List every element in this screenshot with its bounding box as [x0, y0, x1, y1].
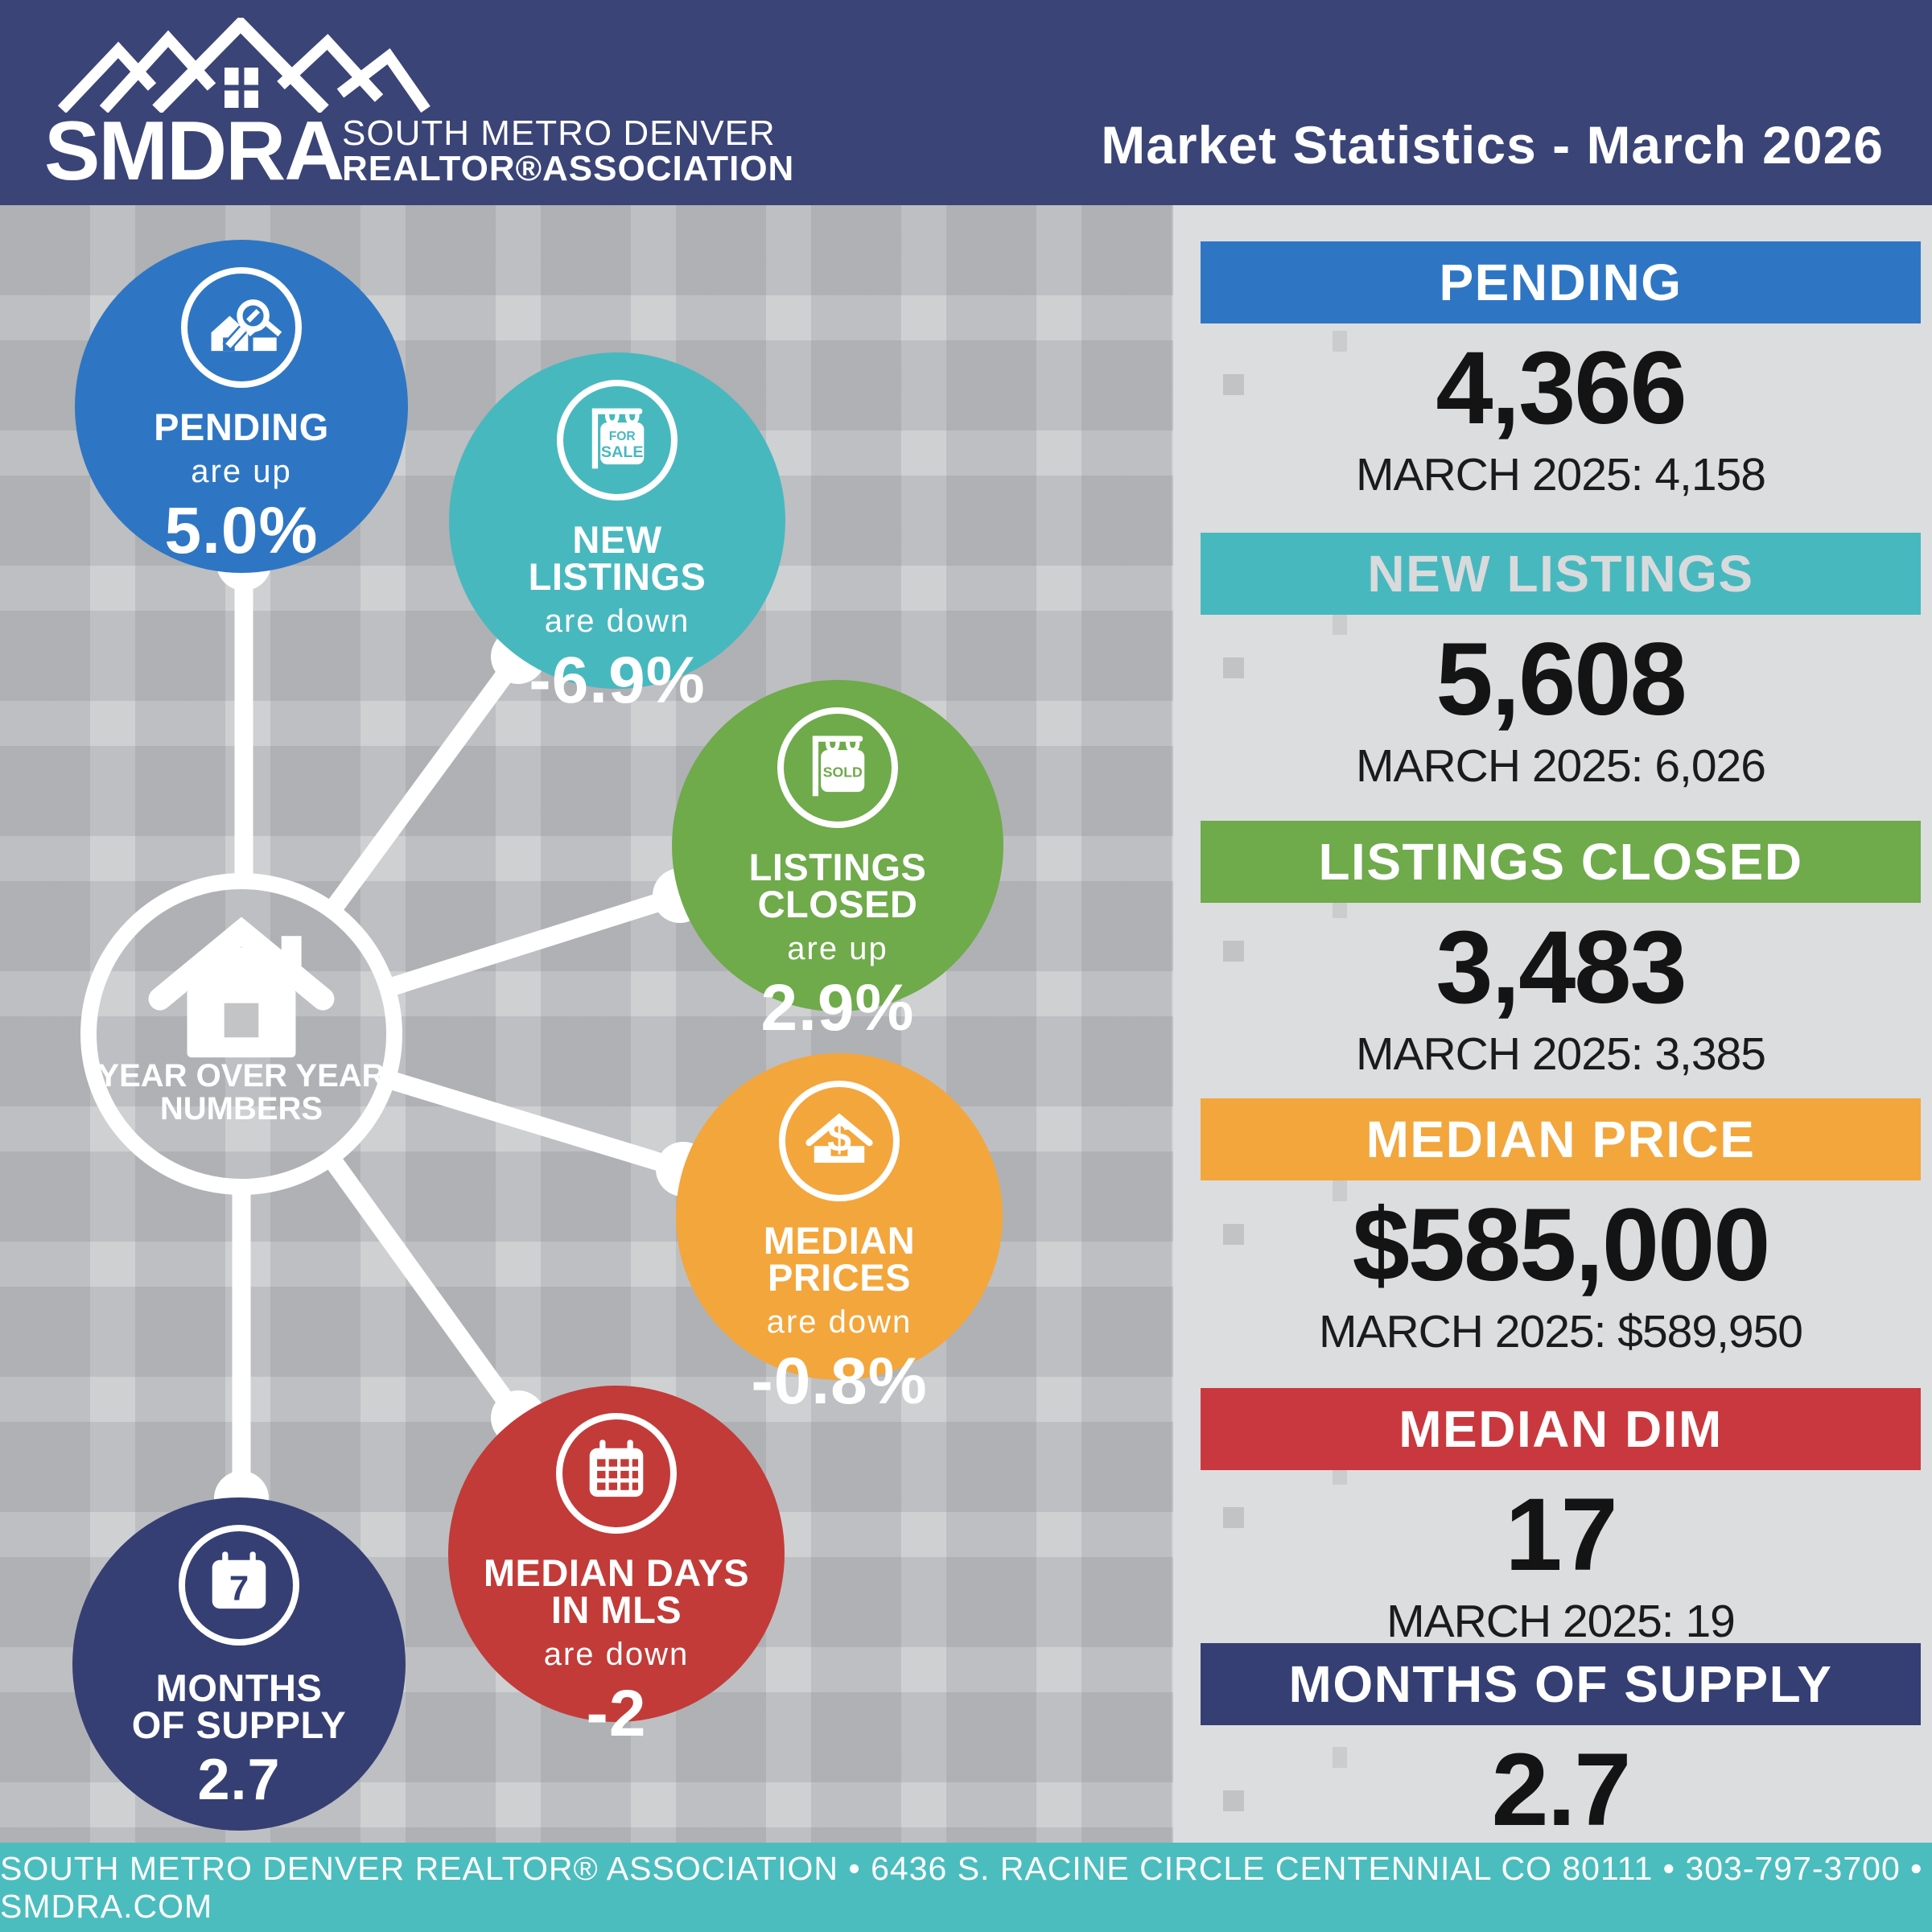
stat-compare: MARCH 2025: 19: [1386, 1595, 1736, 1647]
calendar-7-text: 7: [229, 1569, 249, 1609]
stat-value: 3,483: [1436, 910, 1687, 1025]
logo-acronym: SMDRA: [44, 105, 344, 198]
bubble-qualifier: are down: [766, 1304, 912, 1341]
page-title: Market Statistics - March 2026: [1101, 115, 1884, 175]
hub-label: YEAR OVER YEAR NUMBERS: [97, 1060, 385, 1126]
header-bar: SMDRA SOUTH METRO DENVER REALTOR®ASSOCIA…: [0, 0, 1932, 205]
stat-header: MEDIAN PRICE: [1201, 1098, 1921, 1180]
logo-subtitle-line2: REALTOR®ASSOCIATION: [342, 149, 795, 188]
stat-header: MEDIAN DIM: [1201, 1388, 1921, 1470]
bubble-qualifier: are down: [544, 603, 690, 640]
sign-text-for: FOR: [609, 430, 636, 443]
stat-block-median-dim: MEDIAN DIM 17 MARCH 2025: 19: [1201, 1388, 1921, 1648]
stat-value: 2.7: [1491, 1732, 1632, 1848]
stat-block-median-price: MEDIAN PRICE $585,000 MARCH 2025: $589,9…: [1201, 1098, 1921, 1358]
footer-bar: SOUTH METRO DENVER REALTOR® ASSOCIATION …: [0, 1843, 1932, 1932]
hub-label-line1: YEAR OVER YEAR: [97, 1058, 385, 1094]
dollar-sign-text: $: [827, 1112, 851, 1160]
bubble-label: MONTHS OF SUPPLY: [131, 1666, 347, 1747]
stat-value: 5,608: [1436, 622, 1687, 737]
year-over-year-hub: YEAR OVER YEAR NUMBERS: [80, 873, 402, 1195]
stat-block-listings-closed: LISTINGS CLOSED 3,483 MARCH 2025: 3,385: [1201, 821, 1921, 1081]
bubble-median-days-in-mls: MEDIAN DAYS IN MLS are down -2: [448, 1386, 785, 1750]
roofline-logo-icon: [57, 18, 430, 113]
stat-block-new-listings: NEW LISTINGS 5,608 MARCH 2025: 6,026: [1201, 533, 1921, 793]
calendar-grid-icon: [556, 1413, 677, 1534]
calendar-7-icon: 7: [179, 1525, 299, 1646]
bubble-label: LISTINGS CLOSED: [748, 846, 927, 926]
house-icon: [148, 917, 335, 1058]
bubble-label: MEDIAN DAYS IN MLS: [483, 1551, 750, 1632]
bubble-label: MEDIAN PRICES: [763, 1219, 916, 1300]
bubble-label: PENDING: [154, 406, 329, 448]
bubble-value: -6.9%: [529, 644, 706, 718]
stat-header: MONTHS OF SUPPLY: [1201, 1643, 1921, 1725]
hub-label-line2: NUMBERS: [159, 1090, 323, 1127]
sign-text-sold: SOLD: [823, 764, 863, 780]
bubble-value: 2.9%: [760, 971, 915, 1045]
house-search-icon: [181, 267, 302, 388]
bubble-value: 5.0%: [164, 494, 319, 568]
stat-compare: MARCH 2025: $589,950: [1318, 1305, 1803, 1357]
bubble-value: -2: [586, 1677, 647, 1751]
sign-text-sale: SALE: [601, 443, 644, 461]
sold-sign-icon: SOLD: [777, 707, 898, 828]
stat-value: $585,000: [1352, 1188, 1771, 1303]
logo-subtitle-line1: SOUTH METRO DENVER: [342, 113, 776, 153]
bubble-qualifier: are down: [543, 1637, 690, 1673]
for-sale-sign-icon: FOR SALE: [557, 380, 678, 501]
stat-header: PENDING: [1201, 241, 1921, 323]
bubble-new-listings: FOR SALE NEW LISTINGS are down -6.9%: [449, 352, 785, 717]
stat-value: 17: [1505, 1477, 1617, 1592]
bubble-qualifier: are up: [787, 931, 888, 967]
house-dollar-icon: $: [779, 1081, 900, 1201]
bubble-value: -0.8%: [751, 1345, 928, 1419]
bubble-listings-closed: SOLD LISTINGS CLOSED are up 2.9%: [672, 680, 1003, 1044]
bubble-qualifier: are up: [191, 454, 292, 490]
footer-text: SOUTH METRO DENVER REALTOR® ASSOCIATION …: [0, 1849, 1923, 1925]
bubble-months-of-supply: 7 MONTHS OF SUPPLY 2.7: [72, 1497, 406, 1831]
stat-compare: MARCH 2025: 3,385: [1356, 1028, 1766, 1080]
bubble-value: 2.7: [197, 1748, 281, 1813]
stat-header: NEW LISTINGS: [1201, 533, 1921, 615]
bubble-label: NEW LISTINGS: [528, 518, 706, 599]
stat-header: LISTINGS CLOSED: [1201, 821, 1921, 903]
stat-value: 4,366: [1436, 331, 1687, 446]
stat-block-pending: PENDING 4,366 MARCH 2025: 4,158: [1201, 241, 1921, 501]
stats-panel-background: [1173, 205, 1932, 1843]
stat-block-months-of-supply: MONTHS OF SUPPLY 2.7: [1201, 1643, 1921, 1843]
smdra-logo: SMDRA SOUTH METRO DENVER REALTOR®ASSOCIA…: [44, 14, 793, 200]
bubble-pending: PENDING are up 5.0%: [75, 240, 408, 573]
bubble-median-prices: $ MEDIAN PRICES are down -0.8%: [676, 1053, 1003, 1418]
stat-compare: MARCH 2025: 6,026: [1356, 739, 1766, 792]
stat-compare: MARCH 2025: 4,158: [1356, 448, 1766, 501]
